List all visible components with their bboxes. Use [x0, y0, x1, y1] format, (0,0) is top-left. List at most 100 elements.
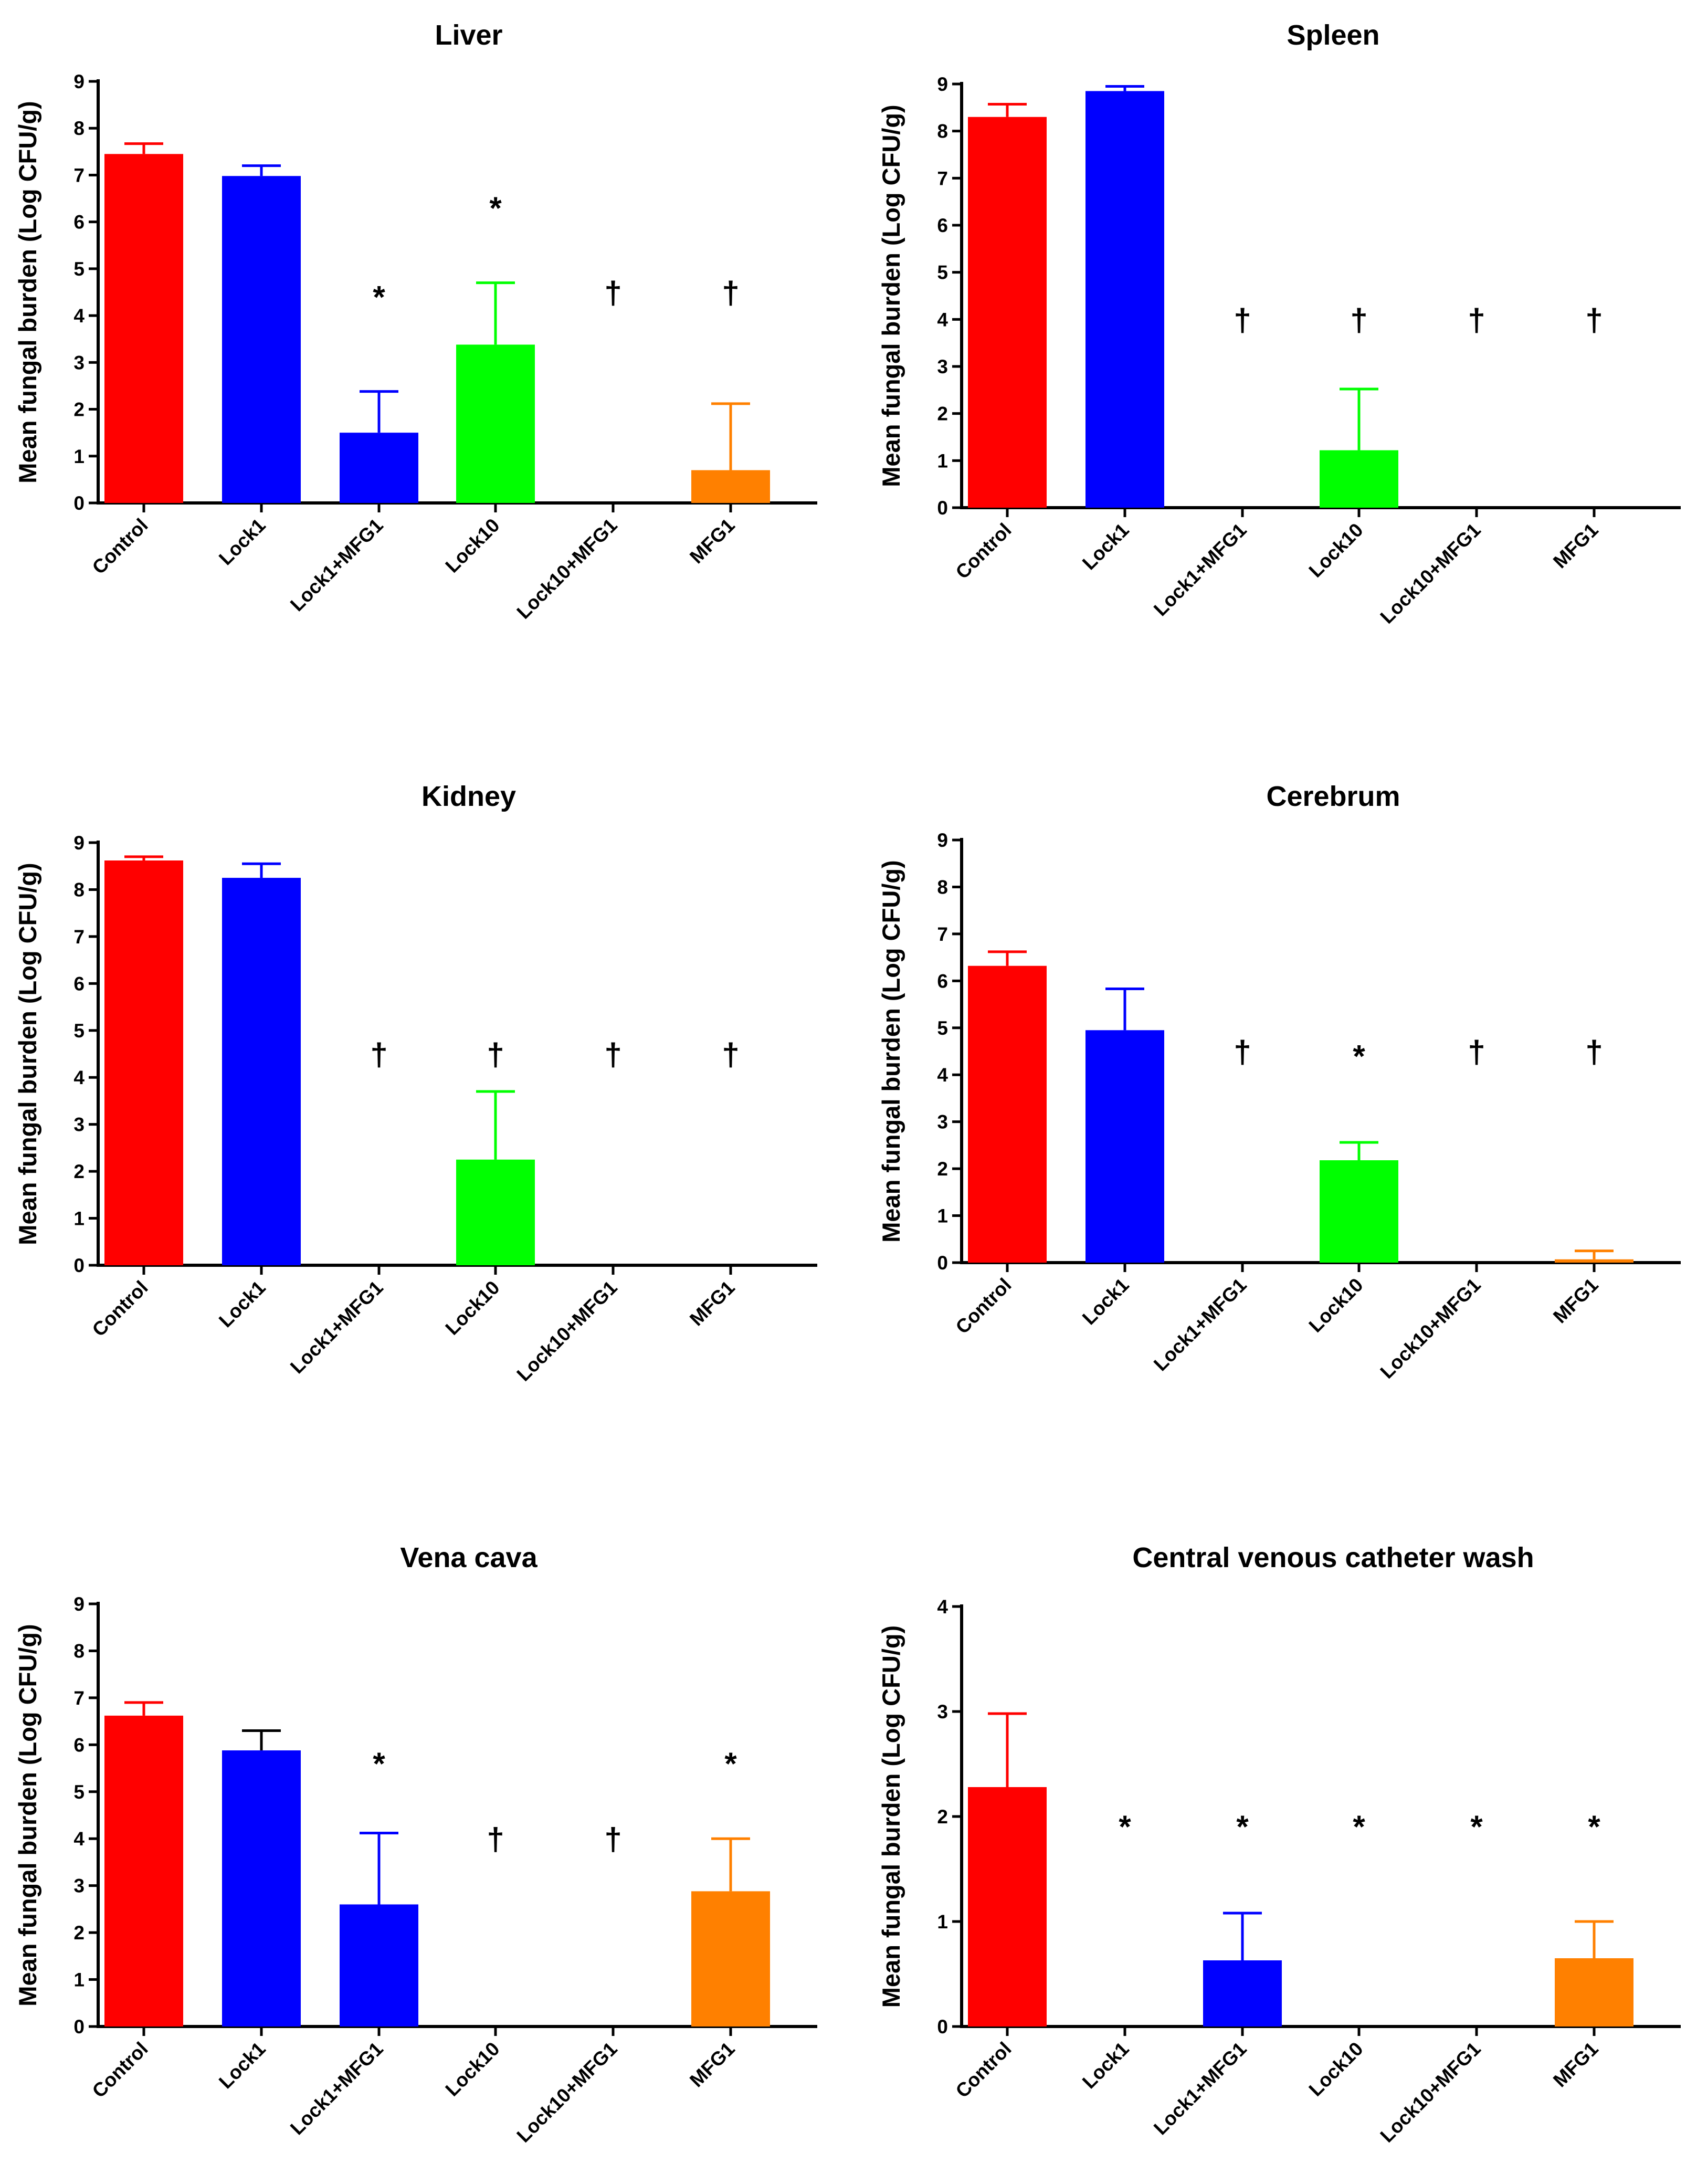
y-tick-label: 0: [73, 492, 85, 514]
significance-dagger: †: [604, 1037, 621, 1073]
y-tick-label: 7: [73, 1687, 85, 1709]
significance-asterisk: *: [373, 280, 385, 315]
significance-asterisk: *: [1588, 1809, 1600, 1844]
x-tick-label: Lock1+MFG1: [1150, 519, 1251, 621]
y-axis-label: Mean fungal burden (Log CFU/g): [14, 1624, 41, 2006]
bar-control: [968, 965, 1047, 1263]
y-tick-label: 1: [937, 1205, 948, 1227]
x-tick-label: Lock1+MFG1: [1150, 1274, 1251, 1376]
significance-asterisk: *: [1353, 1809, 1365, 1844]
y-tick-label: 9: [73, 1593, 85, 1615]
x-tick-label: Lock1+MFG1: [286, 1277, 387, 1378]
x-tick-label: MFG1: [686, 514, 739, 568]
x-tick-label: Lock10: [1304, 2038, 1367, 2101]
x-tick-label: Control: [88, 514, 152, 579]
x-tick-label: MFG1: [1549, 1274, 1603, 1328]
y-tick-label: 7: [73, 926, 85, 948]
bar-control: [968, 117, 1047, 508]
y-tick-label: 5: [73, 1781, 85, 1803]
significance-dagger: †: [1234, 302, 1251, 338]
x-tick-label: Lock10+MFG1: [513, 514, 621, 623]
significance-asterisk: *: [373, 1746, 385, 1781]
y-tick-label: 6: [73, 212, 85, 233]
y-tick-label: 7: [73, 164, 85, 186]
y-tick-label: 3: [937, 356, 948, 377]
significance-dagger: †: [1585, 302, 1603, 338]
y-tick-label: 9: [937, 830, 948, 851]
x-tick-label: Lock10: [1304, 519, 1367, 582]
y-tick-label: 3: [937, 1111, 948, 1133]
y-tick-label: 0: [937, 497, 948, 519]
bar-lock10: [456, 1159, 535, 1265]
significance-dagger: †: [722, 1037, 739, 1073]
y-tick-label: 4: [73, 305, 85, 327]
x-tick-label: Lock10+MFG1: [1376, 519, 1485, 628]
significance-dagger: †: [370, 1037, 387, 1073]
significance-asterisk: *: [1353, 1039, 1365, 1074]
x-tick-label: Lock10+MFG1: [513, 2038, 621, 2147]
bar-control: [104, 860, 183, 1265]
panel-vena-cava: Vena cava Mean fungal burden (Log CFU/g) 0…: [14, 1542, 817, 2147]
y-tick-label: 2: [73, 399, 85, 421]
x-tick-label: Lock1: [215, 1277, 270, 1332]
significance-dagger: †: [1468, 1035, 1485, 1070]
x-tick-label: Lock1: [1078, 2038, 1133, 2093]
x-tick-label: Lock10: [1304, 1274, 1367, 1337]
y-tick-label: 6: [937, 970, 948, 992]
x-tick-label: Control: [88, 2038, 152, 2102]
bar-control: [104, 1715, 183, 2026]
x-tick-label: Lock1: [215, 2038, 270, 2093]
panel-spleen: Spleen Mean fungal burden (Log CFU/g) 0 1 2 3…: [877, 19, 1681, 628]
panel-title: Liver: [435, 19, 502, 51]
y-tick-label: 2: [73, 1161, 85, 1182]
panel-liver: Liver Mean fungal burden (Log CFU/g) 0 1 2 3 4…: [14, 19, 817, 623]
panel-central-venous-catheter-wash: Central venous catheter wash Mean fungal …: [877, 1542, 1681, 2147]
bar-lock1: [222, 1750, 301, 2026]
x-tick-label: Lock10: [441, 514, 503, 577]
x-tick-label: MFG1: [686, 1277, 739, 1330]
significance-asterisk: *: [1236, 1809, 1249, 1844]
significance-asterisk: *: [489, 191, 502, 226]
y-tick-label: 1: [73, 1208, 85, 1230]
x-tick-label: Lock10: [441, 2038, 503, 2101]
significance-asterisk: *: [1470, 1809, 1483, 1844]
significance-dagger: †: [1234, 1035, 1251, 1070]
bar-lock1-plus-mfg1: [1203, 1960, 1282, 2026]
y-tick-label: 8: [937, 876, 948, 898]
bar-lock1-plus-mfg1: [340, 1904, 418, 2026]
bar-lock1: [222, 176, 301, 503]
significance-asterisk: *: [724, 1746, 737, 1781]
y-tick-label: 4: [73, 1067, 85, 1088]
significance-dagger: †: [1350, 302, 1367, 338]
x-tick-label: Lock1: [1078, 519, 1133, 574]
y-tick-label: 4: [73, 1828, 85, 1850]
x-tick-label: Lock10: [441, 1277, 503, 1339]
y-tick-label: 2: [937, 1806, 948, 1828]
y-tick-label: 7: [937, 167, 948, 189]
y-tick-label: 0: [73, 2016, 85, 2038]
x-tick-label: MFG1: [1549, 519, 1603, 573]
y-tick-label: 6: [73, 1734, 85, 1756]
y-tick-label: 8: [73, 879, 85, 900]
bar-control: [104, 154, 183, 503]
y-axis-label: Mean fungal burden (Log CFU/g): [877, 860, 905, 1242]
y-tick-label: 9: [73, 71, 85, 92]
y-axis-label: Mean fungal burden (Log CFU/g): [877, 1625, 905, 2008]
significance-dagger: †: [604, 1822, 621, 1857]
y-tick-label: 3: [73, 1114, 85, 1136]
y-tick-label: 4: [937, 1064, 948, 1086]
panel-cerebrum: Cerebrum Mean fungal burden (Log CFU/g) 0 1…: [877, 781, 1681, 1383]
bar-mfg1: [691, 470, 770, 503]
x-tick-label: MFG1: [686, 2038, 739, 2092]
panel-title: Central venous catheter wash: [1132, 1542, 1534, 1573]
y-tick-label: 4: [937, 1596, 948, 1618]
x-tick-label: Control: [952, 2038, 1016, 2102]
y-tick-label: 0: [937, 2016, 948, 2038]
y-tick-label: 8: [73, 118, 85, 139]
bar-mfg1: [691, 1891, 770, 2026]
y-tick-label: 5: [937, 1017, 948, 1039]
y-tick-label: 1: [73, 1969, 85, 1991]
x-tick-label: Control: [88, 1277, 152, 1341]
panel-title: Spleen: [1287, 19, 1379, 51]
panel-title: Vena cava: [400, 1542, 537, 1573]
